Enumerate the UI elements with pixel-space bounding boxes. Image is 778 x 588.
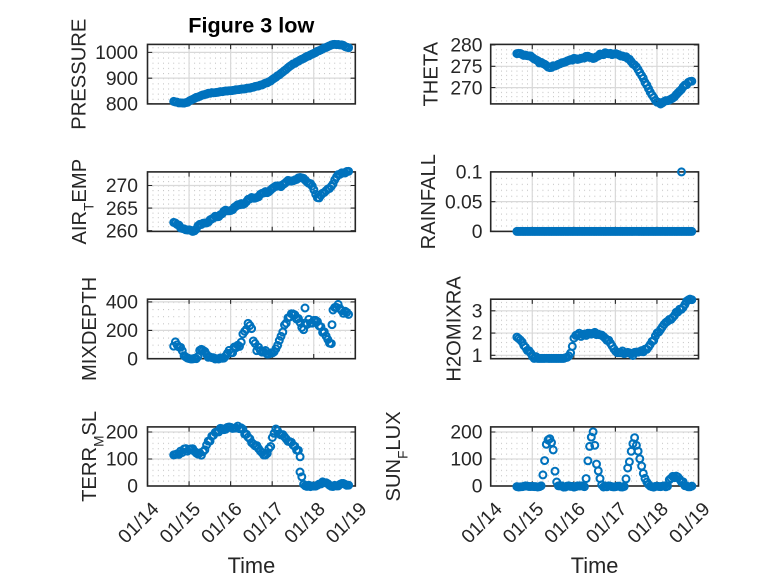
svg-text:Time: Time (571, 553, 619, 578)
svg-text:275: 275 (450, 57, 482, 78)
svg-text:200: 200 (106, 423, 138, 444)
svg-text:Time: Time (228, 553, 276, 578)
svg-text:1: 1 (472, 346, 483, 367)
svg-text:800: 800 (106, 95, 138, 116)
svg-text:2: 2 (472, 324, 483, 345)
svg-text:100: 100 (450, 450, 482, 471)
svg-text:260: 260 (106, 221, 138, 242)
svg-text:0: 0 (472, 222, 483, 243)
svg-text:3: 3 (472, 302, 483, 323)
svg-text:280: 280 (450, 36, 482, 57)
svg-text:0: 0 (472, 477, 483, 498)
svg-text:0.05: 0.05 (445, 192, 483, 213)
svg-text:MIXDEPTH: MIXDEPTH (79, 277, 101, 381)
svg-text:Figure 3 low: Figure 3 low (188, 12, 314, 37)
svg-text:H2OMIXRA: H2OMIXRA (444, 276, 466, 382)
svg-text:400: 400 (106, 293, 138, 314)
svg-text:200: 200 (106, 321, 138, 342)
svg-text:270: 270 (450, 78, 482, 99)
svg-text:1000: 1000 (95, 43, 138, 64)
svg-text:0: 0 (127, 477, 138, 498)
svg-text:0: 0 (127, 350, 138, 371)
svg-text:THETA: THETA (421, 41, 443, 106)
svg-text:0.1: 0.1 (456, 163, 483, 184)
svg-text:100: 100 (106, 450, 138, 471)
svg-text:PRESSURE: PRESSURE (69, 19, 91, 130)
svg-text:900: 900 (106, 69, 138, 90)
svg-text:270: 270 (106, 176, 138, 197)
svg-text:RAINFALL: RAINFALL (418, 154, 440, 249)
svg-text:200: 200 (450, 423, 482, 444)
svg-text:265: 265 (106, 199, 138, 220)
